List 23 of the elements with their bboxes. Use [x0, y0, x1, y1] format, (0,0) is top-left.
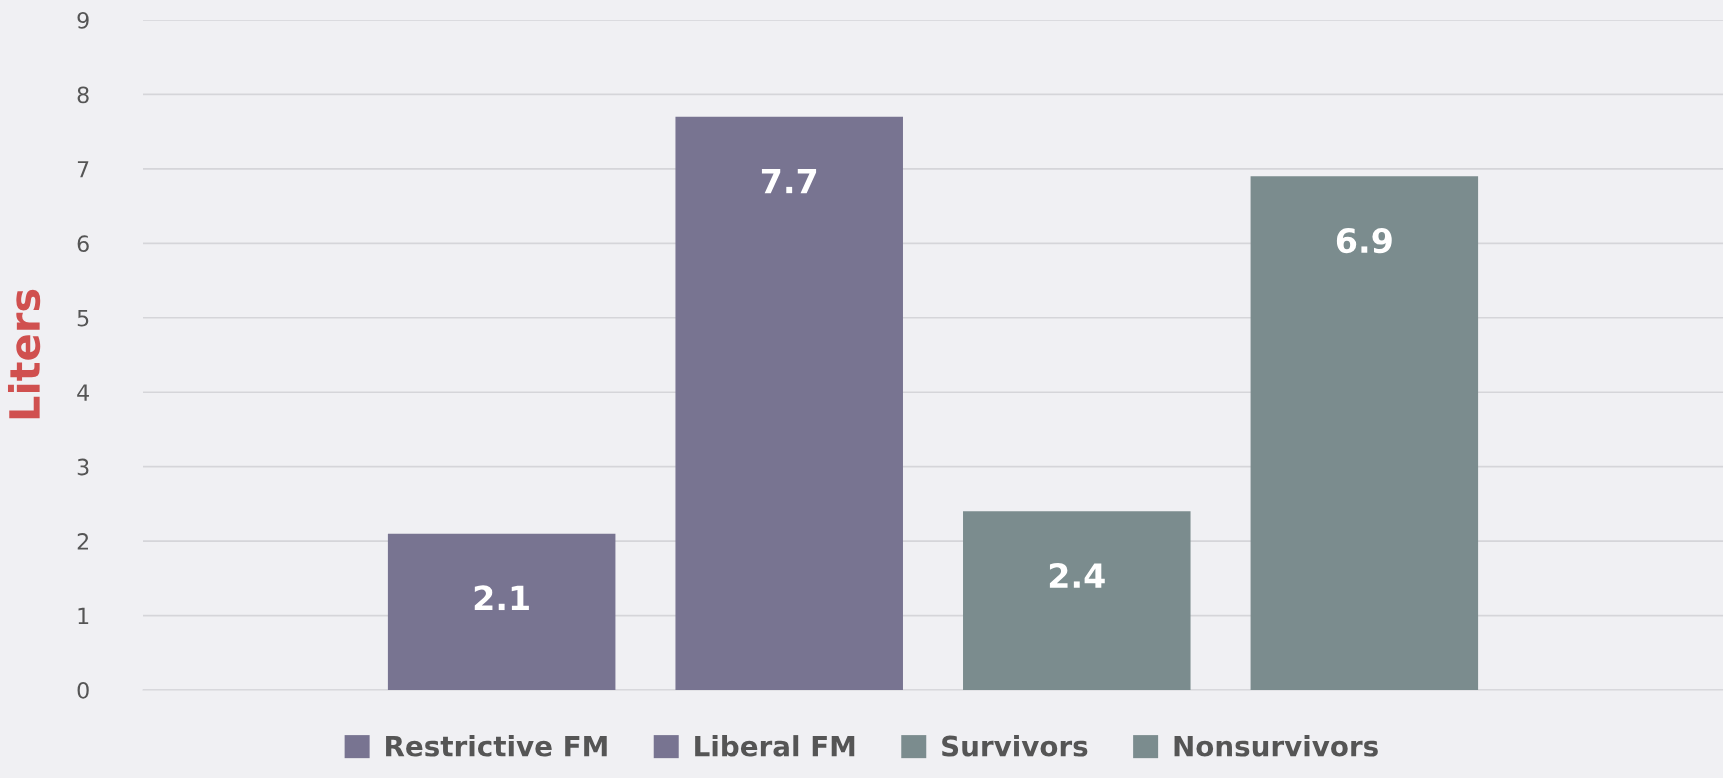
y-tick-label: 7 [77, 161, 89, 178]
legend-label: Nonsurvivors [1174, 735, 1378, 757]
bar [675, 116, 903, 690]
y-tick-label: 5 [77, 310, 89, 327]
y-tick-label: 3 [77, 458, 89, 476]
y-tick-label: 2 [77, 533, 88, 550]
legend-label: Liberal FM [695, 735, 855, 757]
y-axis-title: Liters [7, 289, 41, 419]
data-label: 7.7 [761, 168, 817, 194]
legend-label: Restrictive FM [386, 735, 607, 757]
y-tick-label: 6 [77, 235, 89, 253]
y-tick-label: 0 [77, 681, 89, 699]
legend-label: Survivors [942, 735, 1088, 757]
bar [387, 533, 616, 690]
data-label: 2.1 [474, 585, 529, 611]
y-tick-label: 4 [77, 384, 89, 401]
data-label: 6.9 [1336, 228, 1392, 254]
y-tick-label: 8 [77, 86, 89, 104]
y-tick-label: 1 [78, 607, 89, 624]
data-label: 2.4 [1049, 562, 1105, 588]
bar [963, 511, 1191, 690]
bar [1250, 176, 1479, 690]
y-tick-label: 9 [77, 11, 89, 29]
